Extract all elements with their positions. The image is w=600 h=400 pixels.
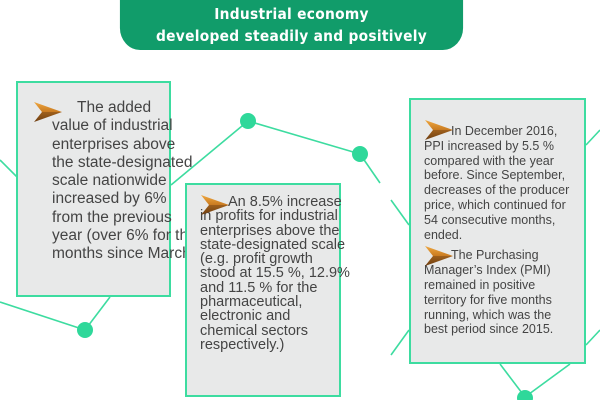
box2-text: An 8.5% increase in profits for industria…	[200, 194, 350, 353]
info-box-added-value: The added value of industrial enterprises …	[16, 81, 197, 297]
text-line: year (over 6% for the	[52, 227, 197, 245]
text-line: enterprises above the	[200, 222, 340, 239]
text-line: (e.g. profit growth	[200, 251, 313, 268]
info-box-ppi-pmi: In December 2016, PPI increased by 5.5 % c…	[409, 98, 586, 364]
text-line: remained in positive	[424, 277, 536, 292]
text-line: The added	[77, 99, 152, 116]
box1-text: The added value of industrial enterprises …	[52, 99, 197, 264]
text-line: An 8.5% increase	[228, 194, 342, 210]
title-line-1: Industrial economy	[214, 5, 369, 23]
text-line: compared with the year	[424, 153, 554, 168]
text-line: best period since 2015.	[424, 322, 554, 337]
connector-line	[0, 301, 86, 331]
text-line: The Purchasing	[451, 248, 539, 263]
text-line: months since March)	[52, 245, 196, 263]
text-line: state-designated scale	[200, 236, 346, 253]
text-line: chemical sectors	[200, 322, 308, 339]
text-line: 54 consecutive months,	[424, 212, 556, 227]
orange-arrow-icon	[425, 246, 453, 266]
text-line: In December 2016,	[451, 124, 558, 138]
connector-line	[170, 120, 249, 186]
text-line: ended.	[424, 227, 463, 242]
orange-arrow-icon	[425, 120, 453, 140]
node-dot	[77, 322, 93, 338]
text-line: respectively.)	[200, 336, 285, 353]
text-line: running, which was the	[424, 307, 552, 322]
text-line: from the previous	[52, 208, 172, 226]
ppi-paragraph: In December 2016, PPI increased by 5.5 % c…	[424, 124, 584, 242]
text-line: scale nationwide	[52, 172, 167, 190]
info-box-profits: An 8.5% increase in profits for industria…	[185, 183, 350, 397]
text-line: pharmaceutical,	[200, 294, 303, 311]
connector-line	[390, 329, 410, 356]
text-line: PPI increased by 5.5 %	[424, 138, 554, 153]
connector-line	[585, 329, 600, 346]
title-line-2: developed steadily and positively	[156, 27, 427, 45]
node-dot	[240, 113, 256, 129]
text-line: Manager’s Index (PMI)	[424, 263, 551, 278]
text-line: increased by 6%	[52, 190, 167, 208]
orange-arrow-icon	[34, 102, 62, 122]
node-dot	[517, 390, 533, 400]
text-line: the state-designated	[52, 153, 193, 171]
text-line: enterprises above	[52, 135, 176, 153]
connector-line	[524, 363, 571, 398]
text-line: decreases of the producer	[424, 183, 570, 198]
text-line: before. Since September,	[424, 168, 566, 183]
node-dot	[352, 146, 368, 162]
orange-arrow-icon	[201, 195, 229, 215]
text-line: electronic and	[200, 308, 291, 325]
page-title: Industrial economy developed steadily an…	[119, 0, 464, 50]
connector-line	[390, 199, 410, 226]
text-line: in profits for industrial	[200, 208, 338, 225]
connector-line	[585, 129, 600, 146]
text-line: price, which continued for	[424, 197, 566, 212]
text-line: value of industrial	[52, 117, 173, 135]
connector-line	[247, 120, 361, 155]
pmi-paragraph: The Purchasing Manager’s Index (PMI) remai…	[424, 248, 584, 337]
text-line: and 11.5 % for the	[200, 279, 318, 296]
text-line: territory for five months	[424, 292, 552, 307]
text-line: stood at 15.5 %, 12.9%	[200, 265, 350, 282]
